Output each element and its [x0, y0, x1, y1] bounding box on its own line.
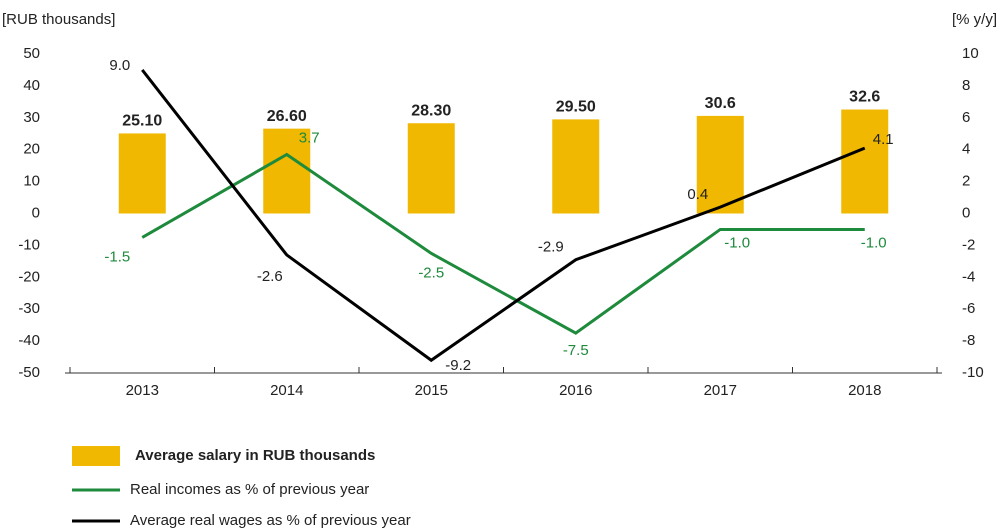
- line-label: 9.0: [109, 57, 130, 74]
- line-label: -2.9: [538, 239, 564, 256]
- line-label: 4.1: [873, 131, 894, 148]
- y-tick-label: 30: [23, 109, 40, 126]
- bar-label: 25.10: [122, 113, 162, 130]
- line-label: -9.2: [445, 357, 471, 374]
- y2-tick-label: 2: [962, 173, 970, 190]
- line-label: 0.4: [687, 186, 708, 203]
- bar: [696, 115, 744, 214]
- bar-label: 26.60: [267, 108, 307, 125]
- x-tick-label: 2014: [270, 382, 303, 399]
- line: [141, 69, 866, 363]
- x-tick-label: 2017: [704, 382, 737, 399]
- line-label: -1.5: [104, 248, 130, 265]
- y2-axis-label: [% y/y]: [952, 11, 997, 28]
- x-tick-label: 2016: [559, 382, 592, 399]
- line-label: -7.5: [563, 342, 589, 359]
- y2-tick-label: 0: [962, 204, 970, 221]
- y-tick-label: 40: [23, 77, 40, 94]
- y2-tick-label: -10: [962, 364, 984, 381]
- x-tick-label: 2018: [848, 382, 881, 399]
- bar: [118, 133, 166, 214]
- y2-tick-label: -6: [962, 300, 975, 317]
- bar: [263, 128, 311, 214]
- bar-label: 28.30: [411, 102, 451, 119]
- y-tick-label: -50: [18, 364, 40, 381]
- y2-tick-label: 10: [962, 45, 979, 62]
- line: [141, 152, 865, 335]
- y2-tick-label: -8: [962, 332, 975, 349]
- line-label: -2.5: [418, 264, 444, 281]
- legend-swatch: [72, 446, 120, 466]
- x-tick-label: 2015: [415, 382, 448, 399]
- legend-label: Average real wages as % of previous year: [130, 512, 411, 529]
- y-tick-label: 0: [32, 204, 40, 221]
- y-tick-label: -40: [18, 332, 40, 349]
- bar-label: 32.6: [849, 89, 880, 106]
- y2-tick-label: 4: [962, 141, 970, 158]
- bar-label: 30.6: [705, 95, 736, 112]
- y-tick-label: -20: [18, 268, 40, 285]
- y2-tick-label: -2: [962, 236, 975, 253]
- line-label: -2.6: [257, 268, 283, 285]
- y-tick-label: 50: [23, 45, 40, 62]
- bar: [407, 123, 455, 214]
- bar: [841, 109, 889, 214]
- y-tick-label: 10: [23, 173, 40, 190]
- line-label: -1.0: [724, 234, 750, 251]
- y2-tick-label: 8: [962, 77, 970, 94]
- y-axis-label: [RUB thousands]: [2, 11, 115, 28]
- line-label: 3.7: [299, 129, 320, 146]
- x-tick-label: 2013: [126, 382, 159, 399]
- bar: [552, 119, 600, 214]
- y2-tick-label: -4: [962, 268, 975, 285]
- y2-tick-label: 6: [962, 109, 970, 126]
- y-tick-label: -10: [18, 236, 40, 253]
- bar-label: 29.50: [556, 99, 596, 116]
- line-label: -1.0: [861, 234, 887, 251]
- legend-label: Real incomes as % of previous year: [130, 481, 369, 498]
- legend-label: Average salary in RUB thousands: [135, 447, 375, 464]
- y-tick-label: 20: [23, 141, 40, 158]
- y-tick-label: -30: [18, 300, 40, 317]
